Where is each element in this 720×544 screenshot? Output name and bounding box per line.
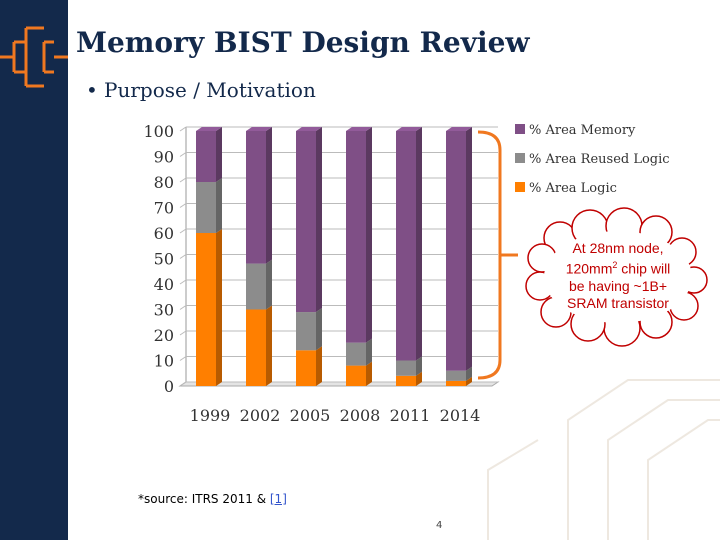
bar-segment bbox=[446, 370, 466, 381]
bar-segment-side bbox=[416, 371, 422, 386]
bar-top bbox=[396, 127, 422, 131]
x-tick-label: 2011 bbox=[390, 406, 431, 425]
bar-segment-side bbox=[366, 127, 372, 343]
legend-label: % Area Memory bbox=[529, 123, 636, 138]
y-tick-label: 10 bbox=[154, 352, 174, 371]
callout-line-2b: chip will bbox=[617, 260, 671, 277]
gridline-side bbox=[179, 177, 187, 183]
y-tick-label: 0 bbox=[164, 377, 174, 396]
x-tick-label: 2014 bbox=[440, 406, 481, 425]
bar-segment bbox=[446, 131, 466, 371]
y-tick-label: 70 bbox=[154, 199, 174, 218]
x-tick-label: 1999 bbox=[190, 406, 231, 425]
bar-segment-side bbox=[366, 338, 372, 366]
gridline-side bbox=[179, 330, 187, 336]
bar-segment-side bbox=[466, 376, 472, 386]
callout-line-4: SRAM transistor bbox=[567, 294, 669, 311]
bar-top bbox=[296, 127, 322, 131]
gridline-side bbox=[179, 279, 187, 285]
bar-segment-side bbox=[266, 259, 272, 310]
bullet-item: • Purpose / Motivation bbox=[86, 78, 316, 102]
bar-segment-side bbox=[416, 356, 422, 376]
bar-top bbox=[346, 127, 372, 131]
bar-top bbox=[196, 127, 222, 131]
slide-title: Memory BIST Design Review bbox=[76, 26, 530, 59]
y-tick-label: 100 bbox=[143, 122, 174, 141]
bar-segment-side bbox=[316, 346, 322, 386]
x-tick-label: 2002 bbox=[240, 406, 281, 425]
callout-line-3: be having ~1B+ bbox=[568, 277, 668, 294]
page-number: 4 bbox=[436, 520, 443, 531]
bar-segment-side bbox=[466, 127, 472, 371]
bar-top bbox=[246, 127, 272, 131]
bar-segment bbox=[296, 312, 316, 351]
bar-segment bbox=[196, 182, 216, 233]
bar-segment bbox=[346, 365, 366, 386]
legend-swatch bbox=[515, 182, 525, 192]
y-tick-label: 90 bbox=[154, 148, 174, 167]
bar-segment bbox=[246, 309, 266, 386]
gridline-side bbox=[179, 305, 187, 310]
source-reference-link[interactable]: [1] bbox=[269, 492, 287, 506]
y-tick-label: 60 bbox=[154, 224, 174, 243]
y-tick-label: 80 bbox=[154, 173, 174, 192]
bar-segment-side bbox=[266, 127, 272, 264]
bar-segment bbox=[396, 131, 416, 361]
callout-line-2-sup: 2 bbox=[612, 260, 618, 270]
gridline-side bbox=[179, 203, 187, 208]
legend-label: % Area Reused Logic bbox=[529, 152, 670, 167]
bar-segment-side bbox=[316, 308, 322, 351]
bullet-text: Purpose / Motivation bbox=[104, 78, 316, 102]
bar-segment bbox=[296, 350, 316, 386]
bar-segment bbox=[346, 342, 366, 366]
bar-segment-side bbox=[216, 229, 222, 386]
y-tick-label: 30 bbox=[154, 301, 174, 320]
gridline-side bbox=[179, 152, 187, 157]
source-text: *source: ITRS 2011 & bbox=[138, 492, 270, 506]
bar-segment-side bbox=[316, 127, 322, 313]
y-tick-label: 20 bbox=[154, 326, 174, 345]
source-note: *source: ITRS 2011 & [1] bbox=[138, 492, 287, 506]
bar-segment bbox=[296, 131, 316, 313]
bar-segment bbox=[196, 233, 216, 386]
bar-segment-side bbox=[216, 178, 222, 233]
x-tick-label: 2005 bbox=[290, 406, 331, 425]
x-tick-label: 2008 bbox=[340, 406, 381, 425]
callout-line-2a: 120mm bbox=[565, 260, 613, 277]
gridline-side bbox=[179, 126, 187, 132]
callout-line-1: At 28nm node, bbox=[572, 240, 664, 256]
bar-segment-side bbox=[216, 127, 222, 182]
y-tick-label: 50 bbox=[154, 250, 174, 269]
bar-segment bbox=[246, 263, 266, 310]
callout-text: At 28nm node, 120mm2 chip will be having… bbox=[548, 240, 688, 312]
legend-swatch bbox=[515, 124, 525, 134]
bar-segment bbox=[396, 375, 416, 386]
gridline-side bbox=[179, 356, 187, 361]
bar-segment-side bbox=[466, 366, 472, 381]
circuit-bracket-icon bbox=[0, 26, 68, 88]
background-pattern bbox=[487, 379, 720, 540]
gridline-side bbox=[179, 381, 187, 387]
gridline-side bbox=[179, 254, 187, 259]
bar-segment-side bbox=[266, 305, 272, 386]
bar-segment-side bbox=[416, 127, 422, 361]
legend-swatch bbox=[515, 153, 525, 163]
legend-label: % Area Logic bbox=[529, 181, 617, 196]
callout-cloud bbox=[525, 207, 708, 347]
bar-segment bbox=[346, 131, 366, 343]
bar-segment bbox=[446, 380, 466, 386]
bar-segment bbox=[396, 360, 416, 376]
y-tick-label: 40 bbox=[154, 275, 174, 294]
bullet-dot: • bbox=[86, 78, 98, 102]
bar-segment-side bbox=[366, 361, 372, 386]
bar-top bbox=[446, 127, 472, 131]
callout-cloud-body bbox=[544, 231, 692, 323]
bar-segment bbox=[196, 131, 216, 182]
left-brand-band bbox=[0, 0, 68, 540]
bar-segment bbox=[246, 131, 266, 264]
gridline-side bbox=[179, 228, 187, 234]
